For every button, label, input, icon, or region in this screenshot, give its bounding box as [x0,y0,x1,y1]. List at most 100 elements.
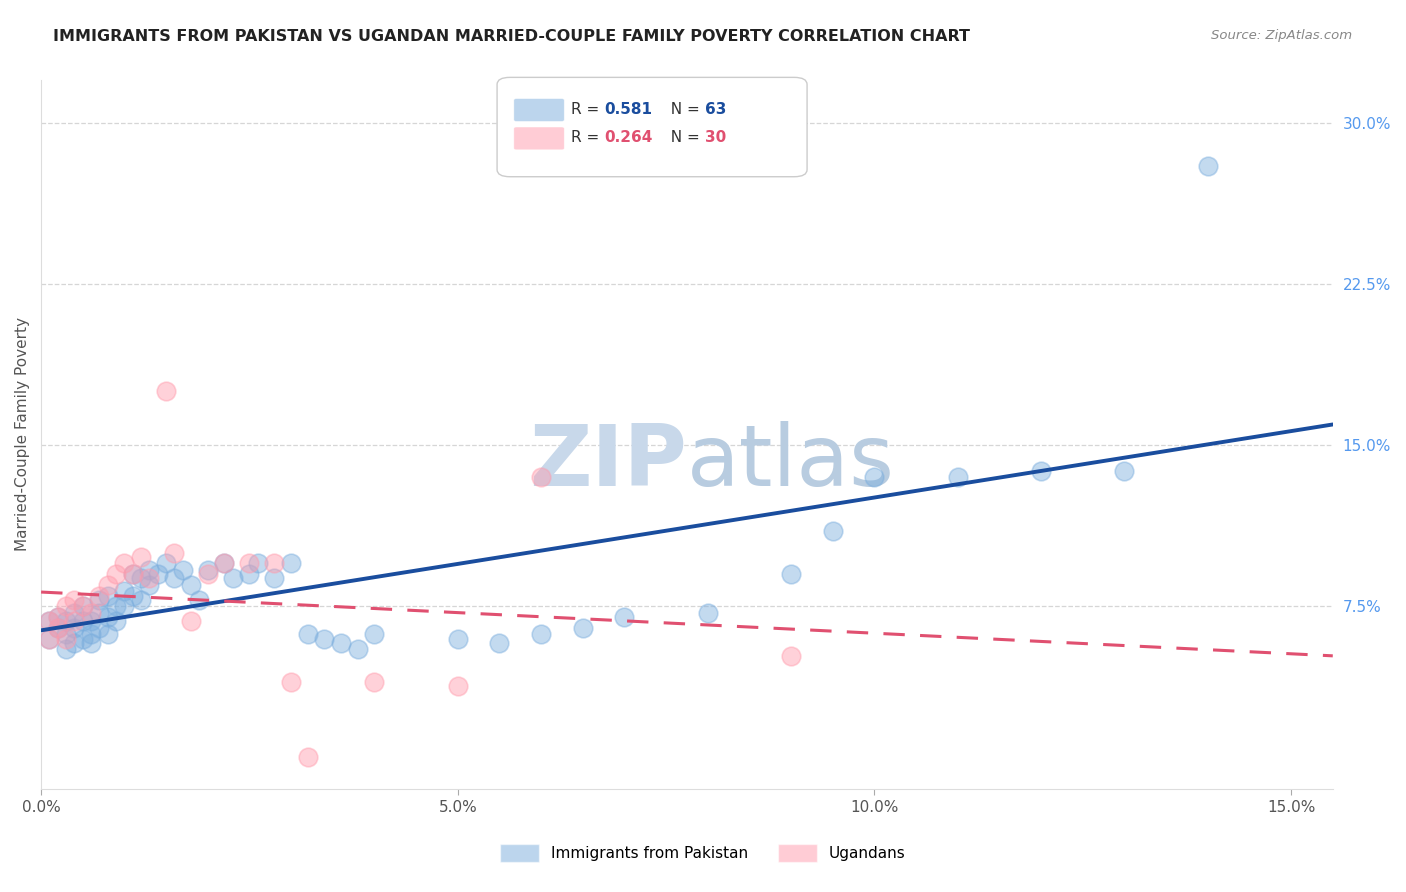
Point [63,621,86,635]
Text: atlas: atlas [688,421,896,504]
Point [72,599,94,614]
Point [138,578,160,592]
Text: 63: 63 [704,102,727,117]
Text: N =: N = [661,130,704,145]
Text: ZIP: ZIP [529,421,688,504]
Point [55,642,77,657]
Point [946,470,969,484]
Point [214,557,236,571]
Point [821,524,844,538]
Point [297,627,319,641]
Point [346,642,368,657]
Point [38,615,60,629]
Point [38,632,60,646]
Point [114,557,136,571]
Point [72,632,94,646]
Point [863,470,886,484]
Point [129,549,152,564]
Point [163,571,186,585]
Point [447,679,470,693]
Point [129,571,152,585]
Point [55,632,77,646]
Point [1114,464,1136,478]
Point [1029,464,1052,478]
Point [530,470,553,484]
FancyBboxPatch shape [513,99,564,121]
Point [63,606,86,620]
Point [155,557,177,571]
Point [97,589,120,603]
Point [180,615,202,629]
Point [530,627,553,641]
Point [613,610,636,624]
Point [46,621,69,635]
Point [80,627,103,641]
Point [363,627,385,641]
Point [38,632,60,646]
Point [121,589,143,603]
Text: IMMIGRANTS FROM PAKISTAN VS UGANDAN MARRIED-COUPLE FAMILY POVERTY CORRELATION CH: IMMIGRANTS FROM PAKISTAN VS UGANDAN MARR… [53,29,970,44]
Point [146,567,169,582]
Legend: Immigrants from Pakistan, Ugandans: Immigrants from Pakistan, Ugandans [495,838,911,868]
Point [314,632,336,646]
Point [447,632,470,646]
Point [55,627,77,641]
Point [246,557,269,571]
Point [55,615,77,629]
Point [46,610,69,624]
Point [46,610,69,624]
Point [129,593,152,607]
Point [155,384,177,399]
Point [89,606,111,620]
Text: 30: 30 [704,130,727,145]
Point [197,563,219,577]
Point [97,627,120,641]
Point [80,636,103,650]
Point [696,606,718,620]
Text: Source: ZipAtlas.com: Source: ZipAtlas.com [1212,29,1353,42]
Point [114,599,136,614]
Text: 0.264: 0.264 [605,130,652,145]
Point [238,557,260,571]
Point [780,567,803,582]
Text: 0.581: 0.581 [605,102,652,117]
Point [105,567,128,582]
Point [97,578,120,592]
Y-axis label: Married-Couple Family Poverty: Married-Couple Family Poverty [15,318,30,551]
Point [1197,159,1219,173]
Point [97,610,120,624]
Point [571,621,593,635]
Point [63,615,86,629]
Point [363,674,385,689]
Point [72,615,94,629]
Text: N =: N = [661,102,704,117]
Point [105,599,128,614]
Point [55,599,77,614]
Point [105,615,128,629]
Point [138,571,160,585]
Point [163,546,186,560]
FancyBboxPatch shape [498,78,807,177]
Point [263,571,285,585]
Point [197,567,219,582]
Point [89,621,111,635]
Point [214,557,236,571]
FancyBboxPatch shape [513,127,564,150]
Point [488,636,510,650]
Point [121,567,143,582]
Point [280,674,302,689]
Point [121,567,143,582]
Point [89,589,111,603]
Point [89,593,111,607]
Point [238,567,260,582]
Text: R =: R = [571,130,603,145]
Point [80,615,103,629]
Point [188,593,211,607]
Point [38,615,60,629]
Point [330,636,353,650]
Point [63,593,86,607]
Point [80,606,103,620]
Text: R =: R = [571,102,603,117]
Point [72,599,94,614]
Point [222,571,245,585]
